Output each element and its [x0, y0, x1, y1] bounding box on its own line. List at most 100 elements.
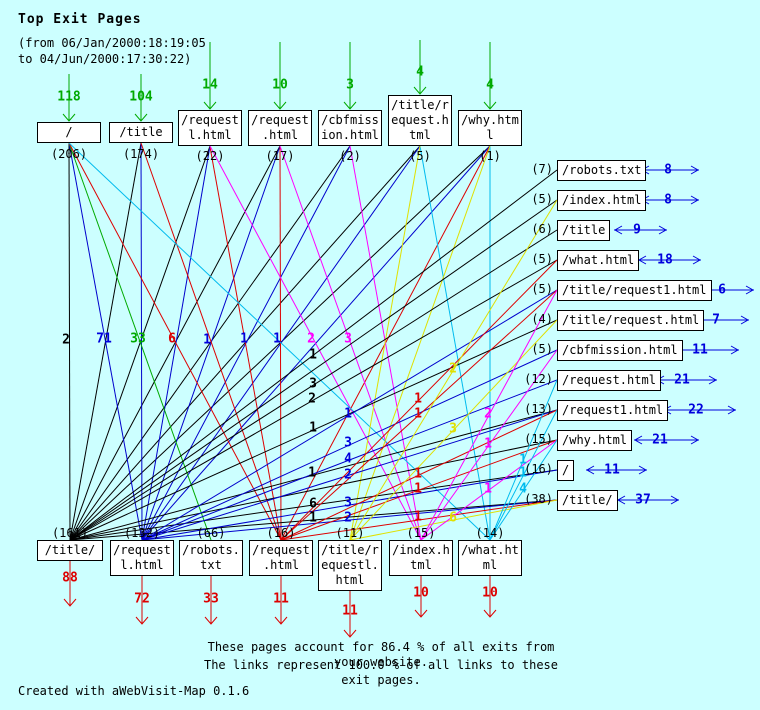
link-count-label: 1 [414, 509, 422, 525]
right-page-node: /title/request1.html [557, 280, 712, 301]
entry-count: 4 [486, 77, 494, 93]
bottom-page-node: /request .html [249, 540, 313, 576]
link-count-label: 2 [344, 510, 352, 526]
link-total: 37 [635, 492, 651, 508]
top-page-node: /request l.html [178, 110, 242, 146]
date-from: (from 06/Jan/2000:18:19:05 [18, 36, 206, 50]
exit-count: 33 [203, 591, 219, 607]
page-count: (7) [531, 162, 553, 176]
right-page-node: /what.html [557, 250, 640, 271]
right-page-node: /title [557, 220, 611, 241]
visit-count: (174) [122, 147, 160, 161]
page-count: (13) [524, 402, 553, 416]
links-to-what [68, 142, 491, 541]
link-count-label: 2 [308, 391, 316, 407]
link-count-label: 1 [414, 481, 422, 497]
link-total: 11 [692, 342, 708, 358]
link-count-label: 1 [309, 510, 317, 526]
page-count: (12) [524, 372, 553, 386]
entry-count: 3 [346, 77, 354, 93]
exit-count: 11 [273, 591, 289, 607]
top-page-node: /request .html [248, 110, 312, 146]
links-to-robots [68, 142, 212, 541]
bottom-page-node: /robots. txt [179, 540, 243, 576]
entry-count: 104 [129, 89, 153, 105]
entry-arrows [62, 40, 497, 122]
link-count-label: 1 [484, 436, 492, 452]
page-count: (16) [524, 462, 553, 476]
top-page-node: /cbfmiss ion.html [318, 110, 382, 146]
right-page-node: /title/ [557, 490, 618, 511]
link-count-label: 2 [449, 361, 457, 377]
link-count-label: 3 [309, 376, 317, 392]
link-arrows [585, 165, 755, 505]
link-total: 6 [718, 282, 726, 298]
links-from-requestl [141, 289, 558, 541]
visit-count: (2) [339, 149, 361, 163]
visit-count: (1) [479, 149, 501, 163]
footer-exits-summary: These pages account for 86.4 % of all ex… [207, 640, 555, 669]
link-count-label: 1 [309, 347, 317, 363]
exit-count: 88 [62, 570, 78, 586]
link-count-label: 2 [484, 406, 492, 422]
link-count-label: 4 [344, 451, 352, 467]
bottom-page-node: /what.ht ml [458, 540, 522, 576]
link-count-label: 3 [344, 495, 352, 511]
right-page-node: /request.html [557, 370, 661, 391]
link-count-label: 4 [519, 481, 527, 497]
exit-arrows [63, 561, 497, 638]
visit-count: (11) [335, 526, 365, 540]
link-total: 8 [664, 192, 672, 208]
right-page-node: /request1.html [557, 400, 669, 421]
page-count: (38) [524, 492, 553, 506]
link-total: 21 [674, 372, 690, 388]
exit-count: 10 [413, 585, 429, 601]
link-count-label: 1 [484, 481, 492, 497]
entry-count: 118 [57, 89, 81, 105]
link-total: 11 [604, 462, 620, 478]
right-page-node: /why.html [557, 430, 633, 451]
right-page-node: /title/request.html [557, 310, 705, 331]
links-from-index [420, 289, 558, 541]
link-count-label: 6 [168, 331, 176, 347]
link-count-label: 71 [96, 331, 112, 347]
page-count: (15) [524, 432, 553, 446]
exit-count: 11 [342, 603, 358, 619]
link-total: 8 [664, 162, 672, 178]
top-page-node: /title/r equest.h tml [388, 95, 452, 146]
links-to-title-requestl [349, 145, 491, 541]
footer-links-summary: The links represent 100.0 % of all links… [203, 658, 558, 687]
link-total: 18 [657, 252, 673, 268]
link-count-label: 3 [449, 421, 457, 437]
link-total: 9 [633, 222, 641, 238]
page-count: (5) [531, 282, 553, 296]
page-count: (5) [531, 252, 553, 266]
bottom-page-node: /title/r equestl. html [318, 540, 382, 591]
visit-count: (17) [265, 149, 295, 163]
link-count-label: 1 [203, 332, 211, 348]
links-from-what [489, 379, 558, 541]
link-count-label: 6 [449, 510, 457, 526]
visit-count: (206) [50, 147, 88, 161]
visit-count: (15) [406, 526, 436, 540]
visit-count: (5) [409, 149, 431, 163]
link-count-label: 3 [344, 331, 352, 347]
entry-count: 10 [272, 77, 288, 93]
exit-count: 10 [482, 585, 498, 601]
links-from-request [280, 259, 558, 541]
link-count-label: 2 [62, 332, 70, 348]
visit-count: (22) [195, 149, 225, 163]
page-count: (5) [531, 192, 553, 206]
link-count-label: 2 [344, 467, 352, 483]
bottom-page-node: /request l.html [110, 540, 174, 576]
right-page-node: /cbfmission.html [557, 340, 683, 361]
link-count-label: 1 [414, 466, 422, 482]
link-count-label: 1 [414, 391, 422, 407]
exit-count: 72 [134, 591, 150, 607]
link-count-label: 1 [240, 331, 248, 347]
entry-count: 14 [202, 77, 218, 93]
visit-count: (14) [475, 526, 505, 540]
footer-credit: Created with aWebVisit-Map 0.1.6 [18, 684, 250, 698]
link-count-label: 1 [519, 452, 527, 468]
